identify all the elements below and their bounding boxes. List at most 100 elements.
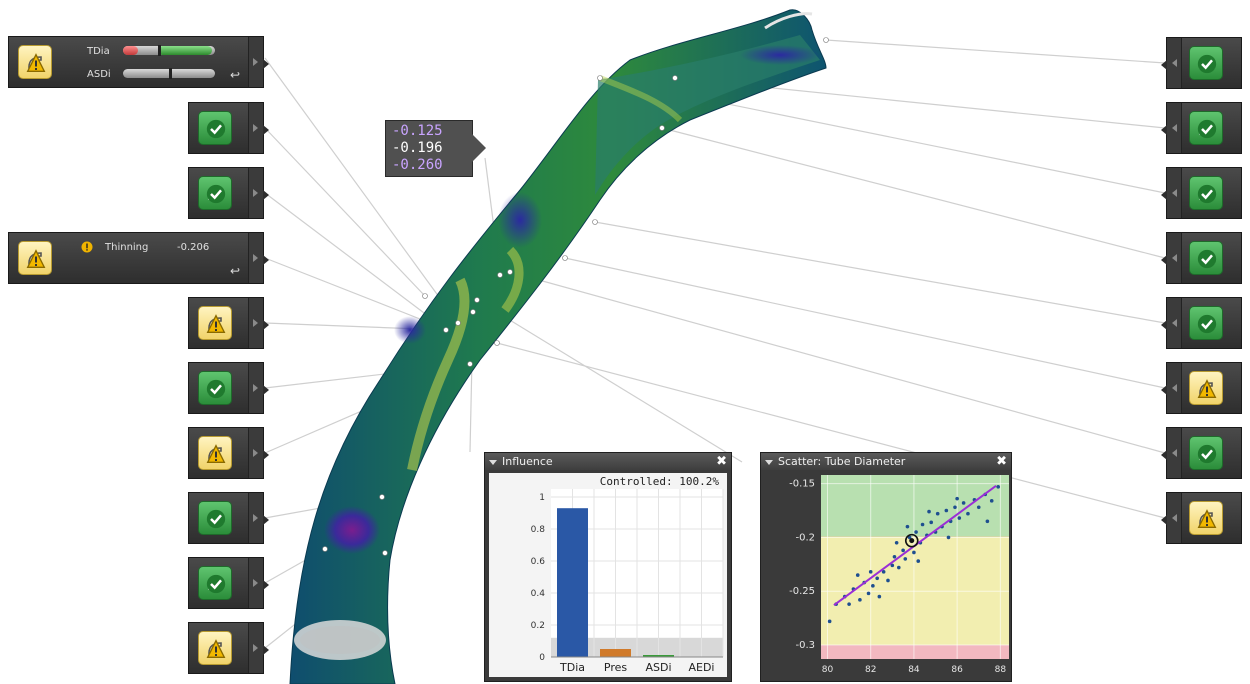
left-node-5[interactable] — [188, 297, 269, 349]
expand-tab[interactable] — [248, 168, 263, 218]
collapse-triangle-icon[interactable] — [765, 459, 773, 465]
scatter-point — [858, 598, 862, 602]
scatter-point — [875, 576, 879, 581]
gauge-icon — [198, 501, 232, 535]
influence-panel[interactable]: Influence ✖ Controlled: 100.2% 0 0.2 0.4 0.… — [484, 452, 732, 682]
expand-tab[interactable] — [248, 37, 263, 87]
gauge-icon — [1189, 306, 1223, 340]
scatter-point — [996, 485, 1000, 489]
collapse-triangle-icon[interactable] — [489, 459, 497, 465]
scatter-point — [881, 570, 886, 574]
part-icon — [1189, 436, 1223, 470]
x-tick-label: 80 — [822, 665, 834, 675]
left-node-10[interactable] — [188, 622, 269, 674]
y-tick-label: -0.3 — [795, 640, 815, 651]
left-node-3[interactable] — [188, 167, 269, 219]
expand-tab[interactable] — [248, 493, 263, 543]
expand-tab[interactable] — [248, 558, 263, 608]
expand-tab[interactable] — [1167, 103, 1182, 153]
scatter-point — [946, 535, 951, 540]
asdi-slider-handle[interactable] — [169, 68, 172, 79]
expand-tab[interactable] — [248, 428, 263, 478]
scatter-point — [896, 565, 901, 570]
expand-tab[interactable] — [248, 363, 263, 413]
right-node-2[interactable] — [1161, 102, 1242, 154]
right-node-5[interactable] — [1161, 297, 1242, 349]
tdia-slider-handle[interactable] — [157, 45, 161, 56]
x-tick-label: TDia — [559, 661, 585, 674]
y-tick-label: 0.6 — [531, 557, 546, 567]
x-tick-label: Pres — [604, 661, 627, 674]
gauge-icon — [1189, 241, 1223, 275]
right-node-3[interactable] — [1161, 167, 1242, 219]
x-tick-label: 88 — [995, 665, 1007, 675]
part-icon — [18, 241, 52, 275]
scatter-band-2 — [821, 645, 1009, 659]
left-node-1[interactable]: TDia ASDi ↩ — [8, 36, 269, 88]
left-node-8[interactable] — [188, 492, 269, 544]
check-icon — [1197, 444, 1217, 464]
scatter-point — [912, 550, 916, 555]
expand-tab[interactable] — [248, 298, 263, 348]
scatter-point — [944, 508, 949, 513]
influence-panel-header[interactable]: Influence — [485, 453, 731, 470]
scatter-point — [905, 524, 910, 529]
scatter-point — [985, 519, 990, 524]
scatter-point — [966, 511, 970, 516]
scatter-point — [953, 505, 957, 510]
scatter-panel[interactable]: Scatter: Tube Diameter ✖ 80 82 84 86 88 -0.15… — [760, 452, 1012, 682]
warning-icon — [1197, 379, 1217, 398]
expand-tab[interactable] — [1167, 168, 1182, 218]
x-tick-label: 84 — [908, 665, 920, 675]
expand-tab[interactable] — [1167, 493, 1182, 543]
left-node-4[interactable]: Thinning -0.206 ↩ — [8, 232, 269, 284]
expand-tab[interactable] — [248, 233, 263, 283]
left-node-2[interactable] — [188, 102, 269, 154]
scatter-point — [907, 535, 912, 540]
expand-tab[interactable] — [1167, 428, 1182, 478]
right-node-1[interactable] — [1161, 37, 1242, 89]
scatter-point — [855, 573, 860, 577]
part-icon — [18, 45, 52, 79]
right-node-6[interactable] — [1161, 362, 1242, 414]
x-tick-label: 82 — [865, 665, 876, 675]
y-tick-label: -0.25 — [789, 586, 815, 597]
part-icon — [198, 176, 232, 210]
left-node-7[interactable] — [188, 427, 269, 479]
undo-icon[interactable]: ↩ — [229, 264, 241, 278]
controlled-label: Controlled: 100.2% — [600, 475, 720, 488]
y-tick-label: 0.8 — [531, 525, 546, 535]
check-icon — [1197, 54, 1217, 74]
close-scatter-button[interactable]: ✖ — [996, 454, 1007, 469]
left-node-9[interactable] — [188, 557, 269, 609]
scatter-chart-area: 80 82 84 86 88 -0.15 -0.2 -0.25 -0.3 — [765, 473, 1009, 677]
left-node-6[interactable] — [188, 362, 269, 414]
value-callout: -0.125 -0.196 -0.260 — [385, 120, 486, 177]
expand-tab[interactable] — [1167, 38, 1182, 88]
check-icon — [1197, 314, 1217, 334]
right-node-7[interactable] — [1161, 427, 1242, 479]
expand-tab[interactable] — [248, 623, 263, 673]
asdi-slider[interactable] — [123, 68, 215, 79]
undo-icon[interactable]: ↩ — [229, 68, 241, 82]
gauge-icon — [1189, 46, 1223, 80]
scatter-point — [914, 530, 918, 534]
expand-tab[interactable] — [1167, 233, 1182, 283]
right-node-8[interactable] — [1161, 492, 1242, 544]
callout-value-current: -0.196 — [392, 140, 443, 156]
influence-bar-asdi — [643, 655, 674, 657]
y-tick-label: 1 — [539, 493, 545, 503]
scatter-panel-header[interactable]: Scatter: Tube Diameter — [761, 453, 1011, 470]
right-node-4[interactable] — [1161, 232, 1242, 284]
influence-bar-pres — [600, 649, 631, 657]
expand-tab[interactable] — [1167, 298, 1182, 348]
warning-icon — [206, 639, 226, 658]
scatter-point — [886, 578, 890, 583]
close-influence-button[interactable]: ✖ — [716, 454, 727, 469]
part-icon — [1189, 111, 1223, 145]
tdia-slider[interactable] — [123, 45, 215, 56]
expand-tab[interactable] — [1167, 363, 1182, 413]
scatter-point — [894, 540, 899, 545]
expand-tab[interactable] — [248, 103, 263, 153]
